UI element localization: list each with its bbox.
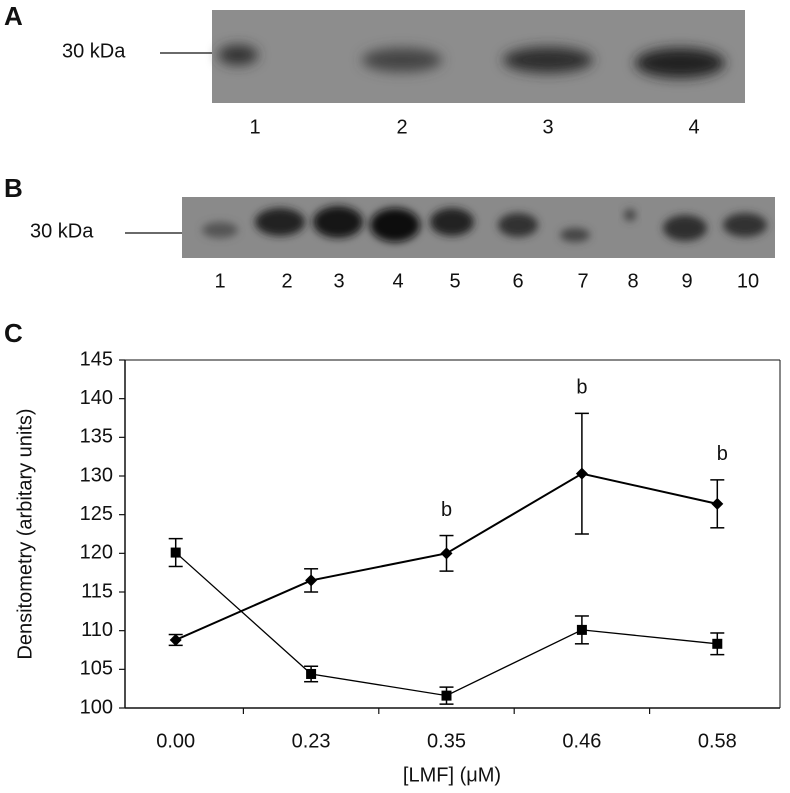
series-line (175, 552, 718, 697)
lane-label: 1 (249, 116, 260, 138)
blot-a (212, 10, 745, 103)
y-tick-label: 105 (80, 658, 113, 680)
lane-label: 3 (542, 116, 553, 138)
point (306, 668, 317, 679)
x-tick-label: 0.46 (562, 730, 601, 752)
chart-c: 100 105 110 115 120 125 130 135 140 145 0.00 0.23 0.… (80, 348, 781, 752)
lane-label: 4 (392, 270, 403, 292)
panel-label: B (4, 173, 23, 203)
lane-label: 5 (449, 270, 460, 292)
point (575, 467, 588, 480)
lane-label: 9 (681, 270, 692, 292)
y-tick-label: 100 (80, 696, 113, 718)
point (169, 633, 182, 646)
point (712, 638, 723, 649)
lane-label: 6 (512, 270, 523, 292)
point (441, 690, 452, 701)
marker-label: 30 kDa (62, 40, 126, 62)
y-tick-label: 140 (80, 387, 113, 409)
y-tick-label: 120 (80, 542, 113, 564)
y-tick-label: 135 (80, 426, 113, 448)
y-axis-label: Densitometry (arbitary units) (14, 408, 36, 659)
point (440, 547, 453, 560)
y-tick-label: 145 (80, 348, 113, 370)
point (305, 574, 318, 587)
point (170, 547, 181, 558)
lane-label: 10 (737, 270, 759, 292)
annotation: b (441, 499, 452, 521)
panel-label: A (4, 1, 23, 31)
y-tick-label: 110 (81, 619, 113, 641)
lane-label: 2 (396, 116, 407, 138)
point (576, 624, 587, 635)
lane-label: 4 (688, 116, 699, 138)
lane-label: 1 (214, 270, 225, 292)
annotation: b (717, 443, 728, 465)
marker-label: 30 kDa (30, 220, 94, 242)
blot-b (182, 197, 775, 258)
x-axis-label: [LMF] (μM) (403, 764, 501, 786)
annotation: b (576, 377, 587, 399)
x-tick-label: 0.58 (698, 730, 737, 752)
x-tick-label: 0.35 (427, 730, 466, 752)
y-tick-label: 125 (80, 503, 113, 525)
lane-label: 2 (281, 270, 292, 292)
lane-label: 3 (333, 270, 344, 292)
y-tick-label: 115 (81, 580, 113, 602)
lane-labels: 1 2 3 4 5 6 7 8 9 10 (214, 270, 759, 292)
lane-labels: 1 2 3 4 (249, 116, 699, 138)
x-tick-label: 0.00 (156, 730, 195, 752)
lane-label: 7 (577, 270, 588, 292)
panel-label: C (4, 318, 23, 348)
point (711, 497, 724, 510)
x-tick-label: 0.23 (292, 730, 331, 752)
y-tick-label: 130 (80, 464, 113, 486)
lane-label: 8 (627, 270, 638, 292)
